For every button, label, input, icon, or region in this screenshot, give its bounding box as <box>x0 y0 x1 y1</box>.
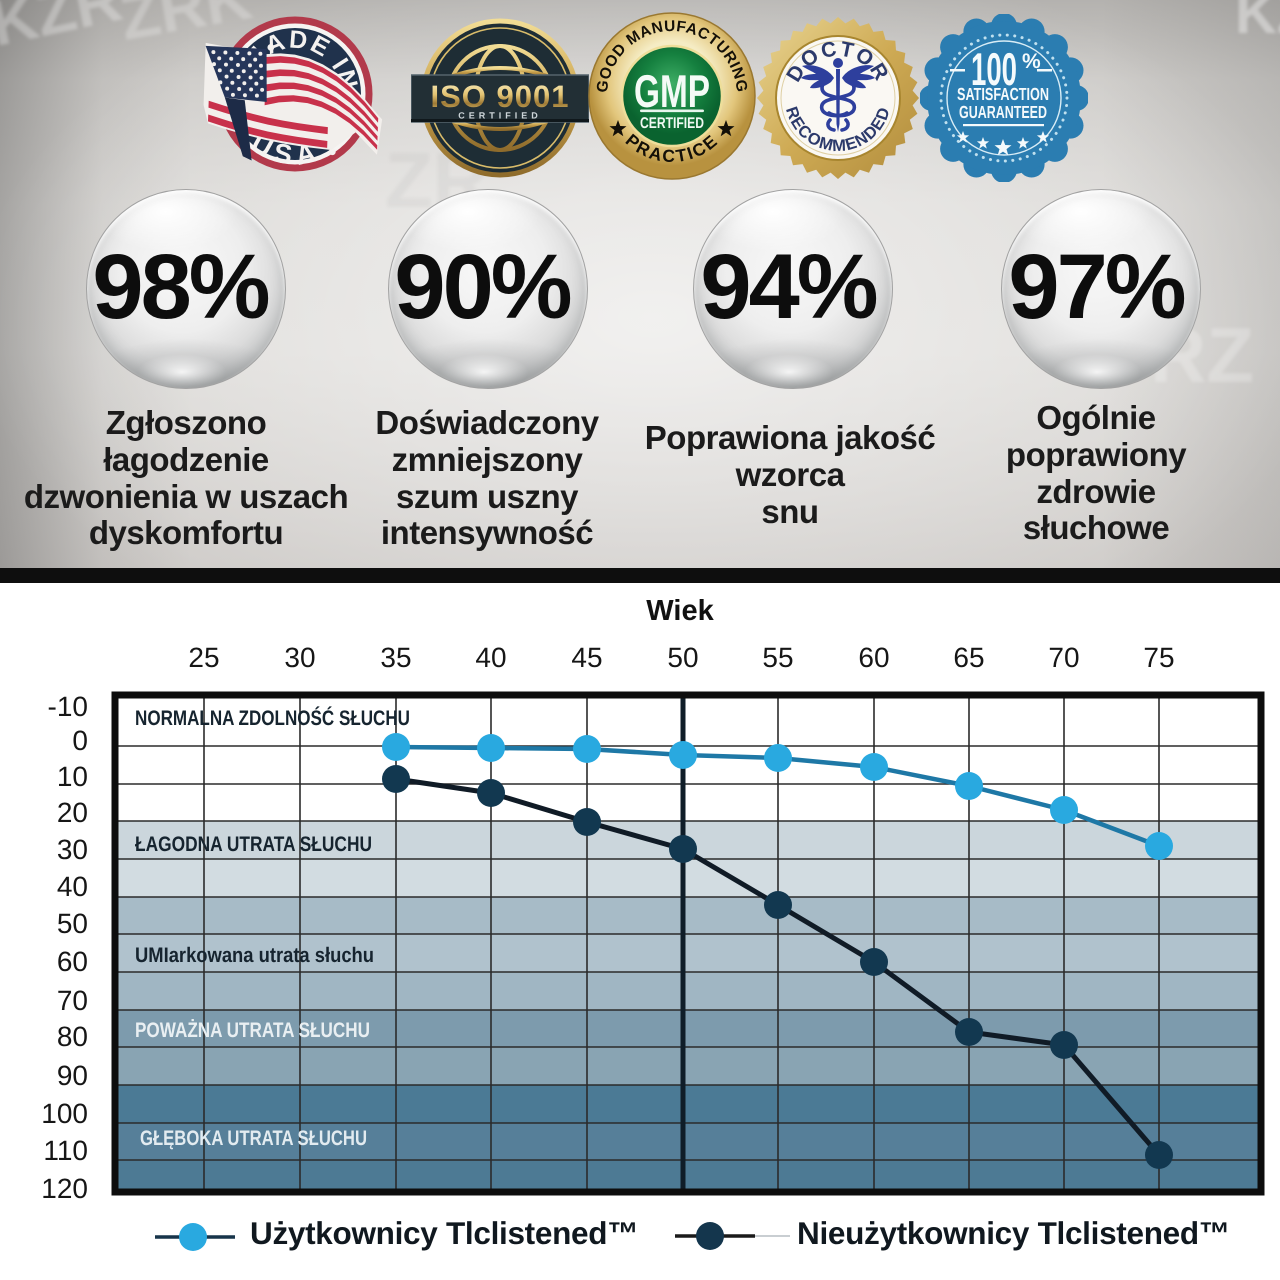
svg-text:ISO 9001: ISO 9001 <box>431 79 570 114</box>
svg-text:-10: -10 <box>48 691 88 722</box>
svg-text:50: 50 <box>667 642 698 673</box>
svg-text:SATISFACTION: SATISFACTION <box>957 84 1049 104</box>
svg-text:POWAŻNA UTRATA SŁUCHU: POWAŻNA UTRATA SŁUCHU <box>135 1019 370 1042</box>
svg-text:60: 60 <box>858 642 889 673</box>
svg-text:20: 20 <box>57 797 88 828</box>
svg-text:30: 30 <box>57 834 88 865</box>
svg-text:%: % <box>1022 50 1041 73</box>
svg-text:CERTIFIED: CERTIFIED <box>640 115 704 132</box>
svg-text:NORMALNA ZDOLNOŚĆ SŁUCHU: NORMALNA ZDOLNOŚĆ SŁUCHU <box>135 706 410 730</box>
svg-text:80: 80 <box>57 1021 88 1052</box>
svg-text:70: 70 <box>57 985 88 1016</box>
svg-text:25: 25 <box>188 642 219 673</box>
svg-text:Wiek: Wiek <box>646 595 714 627</box>
svg-text:70: 70 <box>1048 642 1079 673</box>
svg-text:Nieużytkownicy Tlclistened™: Nieużytkownicy Tlclistened™ <box>797 1215 1230 1251</box>
svg-text:Użytkownicy Tlclistened™: Użytkownicy Tlclistened™ <box>250 1215 638 1251</box>
svg-text:75: 75 <box>1143 642 1174 673</box>
svg-text:90: 90 <box>57 1060 88 1091</box>
svg-text:40: 40 <box>475 642 506 673</box>
svg-text:30: 30 <box>284 642 315 673</box>
svg-text:10: 10 <box>57 761 88 792</box>
svg-text:45: 45 <box>571 642 602 673</box>
svg-text:120: 120 <box>41 1173 88 1204</box>
svg-text:0: 0 <box>72 725 88 756</box>
svg-text:100: 100 <box>971 43 1017 95</box>
svg-text:110: 110 <box>43 1135 88 1166</box>
svg-text:55: 55 <box>762 642 793 673</box>
svg-text:60: 60 <box>57 946 88 977</box>
svg-text:ŁAGODNA UTRATA SŁUCHU: ŁAGODNA UTRATA SŁUCHU <box>135 833 372 856</box>
svg-text:UMIarkowana utrata słuchu: UMIarkowana utrata słuchu <box>135 944 374 967</box>
svg-text:GŁĘBOKA UTRATA SŁUCHU: GŁĘBOKA UTRATA SŁUCHU <box>140 1127 367 1150</box>
svg-text:100: 100 <box>41 1098 88 1129</box>
svg-text:CERTIFIED: CERTIFIED <box>458 111 542 121</box>
svg-text:GUARANTEED: GUARANTEED <box>959 102 1047 122</box>
svg-text:35: 35 <box>380 642 411 673</box>
svg-text:50: 50 <box>57 908 88 939</box>
svg-text:40: 40 <box>57 871 88 902</box>
svg-text:GMP: GMP <box>634 65 710 117</box>
svg-text:65: 65 <box>953 642 984 673</box>
